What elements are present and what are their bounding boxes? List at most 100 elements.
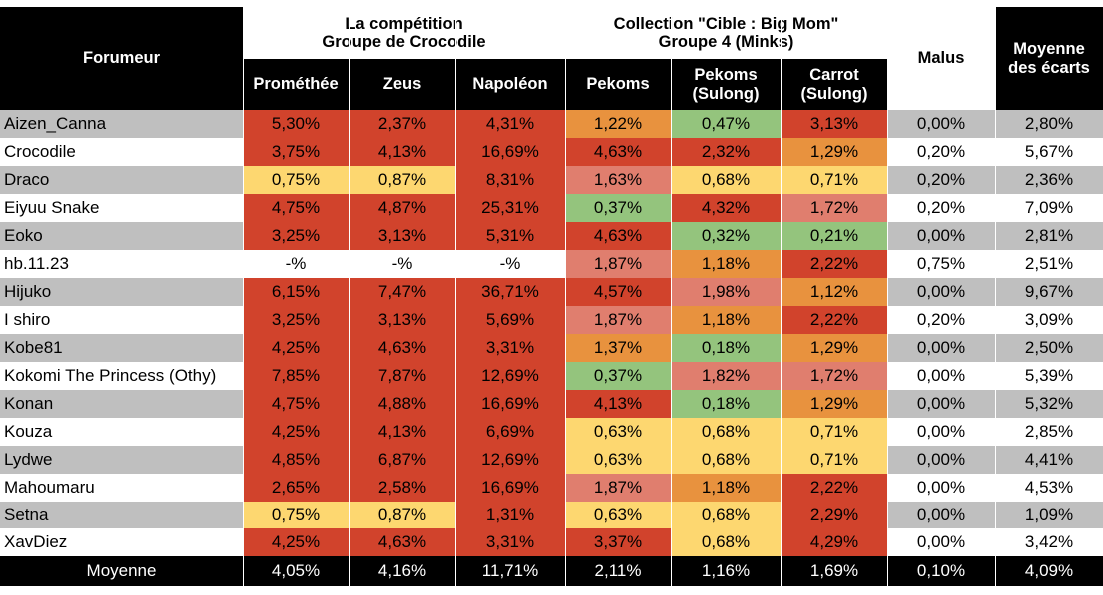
score-cell-pekoms-sulong: 0,68% bbox=[671, 446, 781, 474]
score-cell-pekoms-sulong: 2,32% bbox=[671, 138, 781, 166]
average-gap-cell: 7,09% bbox=[1024, 197, 1074, 217]
header-col-promethee: Prométhée bbox=[243, 59, 349, 110]
footer-malus: 0,10% bbox=[887, 556, 995, 586]
malus-cell: 0,00% bbox=[916, 113, 966, 133]
score-cell-zeus: 4,63% bbox=[349, 334, 455, 362]
footer-avg-pekoms-sulong: 1,16% bbox=[671, 556, 781, 586]
average-gap-cell: 2,85% bbox=[1024, 421, 1074, 441]
score-cell-zeus: 3,13% bbox=[349, 222, 455, 250]
player-name: Hijuko bbox=[4, 281, 52, 301]
score-cell-pekoms: 1,22% bbox=[565, 110, 671, 138]
score-cell-pekoms: 3,37% bbox=[565, 528, 671, 556]
footer-avg-pekoms: 2,11% bbox=[565, 556, 671, 586]
score-cell-carrot-sulong: 1,72% bbox=[781, 362, 887, 390]
score-cell-pekoms: 1,63% bbox=[565, 166, 671, 194]
score-cell-carrot-sulong: 4,29% bbox=[781, 528, 887, 556]
score-cell-pekoms: 0,63% bbox=[565, 418, 671, 446]
player-name: Mahoumaru bbox=[4, 477, 95, 497]
score-cell-pekoms-sulong: 1,98% bbox=[671, 278, 781, 306]
average-gap-cell: 1,09% bbox=[1024, 504, 1074, 524]
player-name: I shiro bbox=[4, 309, 51, 329]
score-cell-promethee: 7,85% bbox=[243, 362, 349, 390]
score-cell-pekoms-sulong: 1,18% bbox=[671, 306, 781, 334]
player-name: hb.11.23 bbox=[4, 253, 69, 273]
average-gap-cell: 2,51% bbox=[1024, 253, 1074, 273]
malus-cell: 0,75% bbox=[916, 253, 966, 273]
score-cell-napoleon: 16,69% bbox=[455, 390, 565, 418]
score-cell-promethee: 4,75% bbox=[243, 194, 349, 222]
score-cell-napoleon: 36,71% bbox=[455, 278, 565, 306]
score-cell-promethee: 4,25% bbox=[243, 528, 349, 556]
header-moyenne-ecarts: Moyenne des écarts bbox=[995, 7, 1103, 110]
average-gap-cell: 3,42% bbox=[1024, 531, 1074, 551]
malus-cell: 0,00% bbox=[916, 449, 966, 469]
score-cell-napoleon: 1,31% bbox=[455, 502, 565, 528]
score-cell-pekoms-sulong: 1,18% bbox=[671, 474, 781, 502]
score-cell-napoleon: 25,31% bbox=[455, 194, 565, 222]
malus-cell: 0,20% bbox=[916, 309, 966, 329]
score-cell-pekoms-sulong: 0,68% bbox=[671, 418, 781, 446]
score-cell-promethee: 6,15% bbox=[243, 278, 349, 306]
player-name: Crocodile bbox=[4, 141, 76, 161]
header-col-carrot-sulong: Carrot (Sulong) bbox=[781, 59, 887, 110]
malus-cell: 0,00% bbox=[916, 421, 966, 441]
score-cell-promethee: 5,30% bbox=[243, 110, 349, 138]
score-cell-napoleon: 12,69% bbox=[455, 446, 565, 474]
score-cell-promethee: 3,25% bbox=[243, 222, 349, 250]
score-cell-pekoms: 0,37% bbox=[565, 194, 671, 222]
malus-cell: 0,00% bbox=[916, 504, 966, 524]
average-gap-cell: 2,36% bbox=[1024, 169, 1074, 189]
score-cell-napoleon: 16,69% bbox=[455, 474, 565, 502]
player-name: Aizen_Canna bbox=[4, 113, 107, 133]
column-divider bbox=[995, 0, 996, 586]
malus-cell: 0,00% bbox=[916, 477, 966, 497]
average-gap-cell: 2,50% bbox=[1024, 337, 1074, 357]
player-name: Eiyuu Snake bbox=[4, 197, 100, 217]
score-cell-zeus: 7,87% bbox=[349, 362, 455, 390]
column-divider bbox=[565, 0, 566, 586]
average-gap-cell: 2,81% bbox=[1024, 225, 1074, 245]
average-gap-cell: 5,39% bbox=[1024, 365, 1074, 385]
score-cell-pekoms: 4,57% bbox=[565, 278, 671, 306]
average-gap-cell: 9,67% bbox=[1024, 281, 1074, 301]
score-cell-zeus: 3,13% bbox=[349, 306, 455, 334]
score-cell-zeus: -% bbox=[391, 253, 413, 273]
score-cell-promethee: 0,75% bbox=[243, 502, 349, 528]
average-gap-cell: 2,80% bbox=[1024, 113, 1074, 133]
score-cell-carrot-sulong: 2,29% bbox=[781, 502, 887, 528]
player-name: XavDiez bbox=[4, 531, 68, 551]
score-cell-pekoms-sulong: 1,18% bbox=[671, 250, 781, 278]
malus-cell: 0,00% bbox=[916, 281, 966, 301]
score-cell-napoleon: -% bbox=[499, 253, 521, 273]
score-cell-pekoms: 1,37% bbox=[565, 334, 671, 362]
header-forumeur: Forumeur bbox=[0, 7, 243, 110]
score-cell-pekoms: 4,63% bbox=[565, 222, 671, 250]
score-cell-promethee: 4,25% bbox=[243, 418, 349, 446]
score-cell-pekoms-sulong: 4,32% bbox=[671, 194, 781, 222]
score-cell-promethee: 4,25% bbox=[243, 334, 349, 362]
score-cell-napoleon: 8,31% bbox=[455, 166, 565, 194]
header-col-pekoms-sulong: Pekoms (Sulong) bbox=[671, 59, 781, 110]
score-cell-pekoms-sulong: 0,32% bbox=[671, 222, 781, 250]
score-cell-zeus: 0,87% bbox=[349, 502, 455, 528]
player-name: Eoko bbox=[4, 225, 43, 245]
score-cell-napoleon: 3,31% bbox=[455, 334, 565, 362]
footer-avg-napoleon: 11,71% bbox=[455, 556, 565, 586]
malus-cell: 0,20% bbox=[916, 169, 966, 189]
player-name: Setna bbox=[4, 504, 49, 524]
column-divider bbox=[671, 0, 672, 586]
malus-cell: 0,00% bbox=[916, 225, 966, 245]
score-cell-carrot-sulong: 1,29% bbox=[781, 334, 887, 362]
score-cell-napoleon: 6,69% bbox=[455, 418, 565, 446]
score-cell-promethee: -% bbox=[285, 253, 307, 273]
score-cell-carrot-sulong: 1,29% bbox=[781, 390, 887, 418]
score-cell-zeus: 7,47% bbox=[349, 278, 455, 306]
score-cell-promethee: 3,75% bbox=[243, 138, 349, 166]
malus-cell: 0,00% bbox=[916, 393, 966, 413]
malus-cell: 0,20% bbox=[916, 141, 966, 161]
player-name: Draco bbox=[4, 169, 50, 189]
score-cell-zeus: 4,88% bbox=[349, 390, 455, 418]
score-cell-pekoms-sulong: 1,82% bbox=[671, 362, 781, 390]
header-malus: Malus bbox=[887, 7, 995, 110]
score-cell-carrot-sulong: 0,71% bbox=[781, 166, 887, 194]
